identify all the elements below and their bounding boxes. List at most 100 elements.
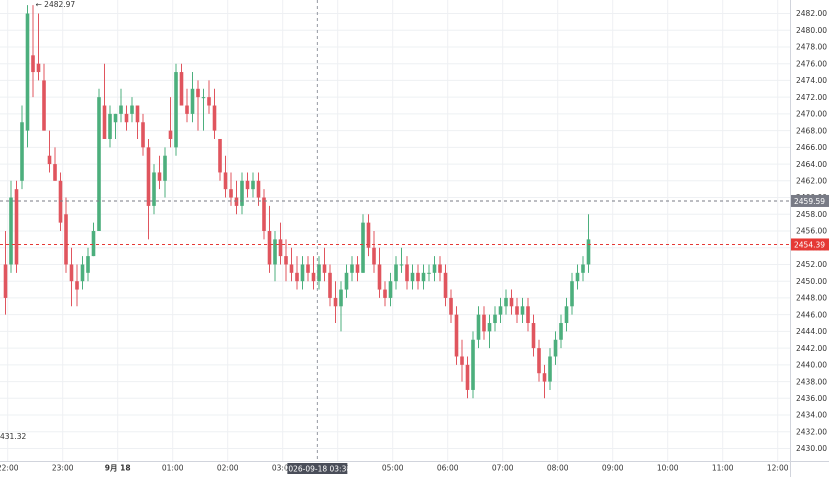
y-tick-label: 2434.00: [796, 411, 827, 420]
candle-body: [86, 256, 90, 273]
candle-body: [487, 323, 492, 332]
candle-body: [113, 113, 118, 123]
y-tick-label: 2470.00: [796, 110, 827, 119]
y-tick-label: 2456.00: [796, 227, 827, 236]
candle-body: [542, 373, 547, 382]
x-tick-label: 22:00: [0, 464, 19, 473]
candle-body: [42, 80, 46, 131]
y-tick-label: 2474.00: [796, 76, 827, 85]
y-tick-label: 2480.00: [796, 26, 827, 35]
y-tick-label: 2442.00: [796, 344, 827, 353]
candle-body: [515, 306, 519, 315]
candle-body: [273, 239, 277, 265]
candle-body: [91, 231, 96, 257]
candle-body: [152, 172, 156, 206]
candle-body: [185, 105, 189, 114]
candle-body: [3, 264, 8, 298]
candle-body: [581, 264, 585, 273]
candle-body: [168, 130, 173, 139]
candle-body: [355, 264, 360, 273]
candle-body: [449, 297, 453, 315]
candle-body: [278, 239, 283, 257]
x-tick-label: 09:00: [602, 464, 624, 473]
x-tick-label: 03:00: [272, 464, 294, 473]
candle-body: [135, 105, 140, 123]
candle-body: [443, 272, 448, 298]
candle-body: [190, 88, 195, 114]
candle-body: [427, 272, 431, 274]
candle-body: [212, 105, 217, 131]
y-tick-label: 2452.00: [796, 260, 827, 269]
y-tick-label: 2438.00: [796, 377, 827, 386]
candle-body: [295, 272, 299, 282]
candle-body: [157, 172, 162, 181]
candle-body: [493, 314, 497, 324]
candle-body: [394, 264, 398, 282]
candle-body: [223, 172, 228, 190]
candle-body: [75, 281, 79, 290]
x-tick-label: 08:00: [547, 464, 569, 473]
crosshair-time-bg: [287, 463, 348, 474]
x-tick-label: 9月 18: [105, 464, 131, 473]
candle-body: [531, 323, 536, 349]
candle-body: [432, 264, 437, 273]
x-tick-label: 23:00: [52, 464, 74, 473]
x-tick-label: 01:00: [162, 464, 184, 473]
candle-body: [47, 155, 52, 165]
candle-body: [575, 272, 580, 282]
y-tick-label: 2450.00: [796, 277, 827, 286]
candle-body: [570, 281, 574, 307]
candle-body: [564, 306, 569, 324]
candle-body: [311, 272, 316, 282]
candle-body: [53, 164, 57, 181]
price-label: 2454.39: [794, 240, 825, 249]
y-tick-label: 2468.00: [796, 126, 827, 135]
high-marker-label: ← 2482.97: [36, 0, 76, 9]
candle-body: [372, 247, 376, 265]
candle-body: [559, 323, 563, 340]
y-tick-label: 2472.00: [796, 93, 827, 102]
x-tick-label: 11:00: [712, 464, 734, 473]
x-tick-label: 02:00: [217, 464, 239, 473]
candle-body: [410, 272, 415, 282]
candle-body: [465, 364, 470, 390]
candle-body: [9, 197, 13, 265]
candle-body: [262, 197, 266, 231]
candle-body: [454, 314, 459, 357]
x-tick-label: 10:00: [657, 464, 679, 473]
candle-body: [267, 231, 272, 265]
candle-body: [141, 122, 145, 148]
price-axis[interactable]: 2482.00 2480.00 2478.00 2476.00 2474.00 2472.…: [790, 0, 829, 477]
candle-body: [201, 97, 206, 99]
candle-body: [405, 264, 409, 282]
candle-body: [366, 222, 371, 248]
candle-body: [504, 297, 508, 307]
y-tick-label: 2446.00: [796, 310, 827, 319]
candle-body: [256, 180, 261, 198]
x-tick-label: 12:00: [767, 464, 789, 473]
candle-body: [509, 297, 514, 307]
candle-body: [476, 314, 481, 340]
overlays: ← 2482.97 431.32: [0, 0, 790, 461]
y-tick-label: 2444.00: [796, 327, 827, 336]
candle-body: [388, 281, 393, 298]
candle-body: [179, 72, 184, 106]
x-tick-label: 07:00: [492, 464, 514, 473]
candle-body: [548, 356, 552, 382]
candle-body: [36, 63, 41, 73]
candle-body: [14, 189, 19, 265]
x-tick-label: 06:00: [437, 464, 459, 473]
y-tick-label: 2448.00: [796, 294, 827, 303]
candle-body: [317, 264, 321, 282]
y-tick-label: 2462.00: [796, 177, 827, 186]
candle-body: [586, 239, 591, 265]
candle-body: [64, 214, 68, 265]
candle-body: [284, 256, 288, 265]
low-marker-label: 431.32: [0, 432, 26, 441]
y-tick-label: 2432.00: [796, 427, 827, 436]
candle-body: [58, 180, 63, 223]
candle-body: [482, 314, 486, 332]
candle-body: [383, 289, 387, 298]
